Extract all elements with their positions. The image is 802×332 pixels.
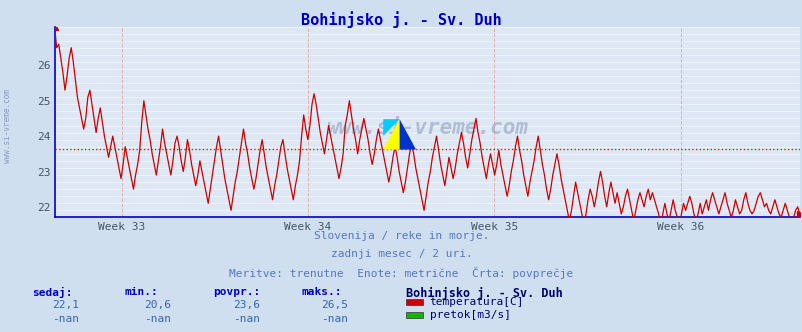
Polygon shape: [383, 119, 399, 136]
Text: pretok[m3/s]: pretok[m3/s]: [429, 310, 510, 320]
Text: www.si-vreme.com: www.si-vreme.com: [326, 118, 528, 138]
Text: 20,6: 20,6: [144, 300, 172, 310]
Polygon shape: [399, 119, 415, 150]
Text: Meritve: trenutne  Enote: metrične  Črta: povprečje: Meritve: trenutne Enote: metrične Črta: …: [229, 267, 573, 279]
Polygon shape: [383, 119, 399, 150]
Text: 26,5: 26,5: [321, 300, 348, 310]
Text: -nan: -nan: [233, 314, 260, 324]
Text: 23,6: 23,6: [233, 300, 260, 310]
Text: 22,1: 22,1: [52, 300, 79, 310]
Text: -nan: -nan: [321, 314, 348, 324]
Text: povpr.:: povpr.:: [213, 287, 260, 297]
Text: -nan: -nan: [52, 314, 79, 324]
Text: maks.:: maks.:: [301, 287, 341, 297]
Text: temperatura[C]: temperatura[C]: [429, 297, 524, 307]
Text: Bohinjsko j. - Sv. Duh: Bohinjsko j. - Sv. Duh: [405, 287, 561, 300]
Text: www.si-vreme.com: www.si-vreme.com: [3, 89, 12, 163]
Text: Slovenija / reke in morje.: Slovenija / reke in morje.: [314, 231, 488, 241]
Text: sedaj:: sedaj:: [32, 287, 72, 298]
Text: -nan: -nan: [144, 314, 172, 324]
Text: zadnji mesec / 2 uri.: zadnji mesec / 2 uri.: [330, 249, 472, 259]
Text: Bohinjsko j. - Sv. Duh: Bohinjsko j. - Sv. Duh: [301, 12, 501, 29]
Text: min.:: min.:: [124, 287, 158, 297]
